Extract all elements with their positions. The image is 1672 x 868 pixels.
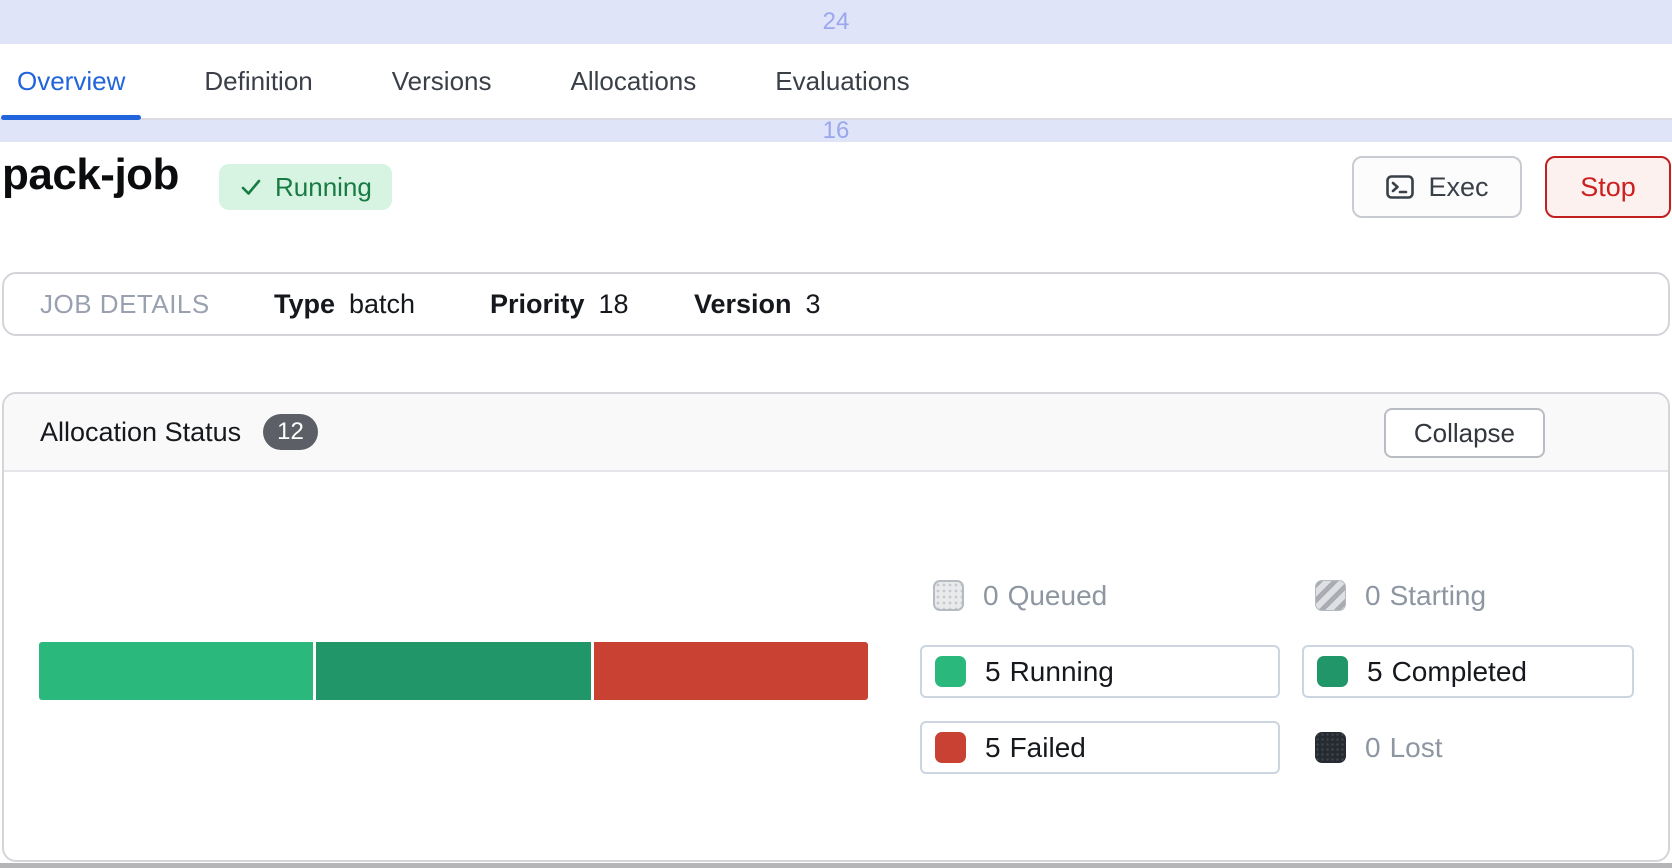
page-title: pack-job <box>2 150 179 199</box>
allocation-status-header: Allocation Status 12 Collapse <box>4 394 1668 472</box>
tab-allocations[interactable]: Allocations <box>570 65 697 96</box>
check-icon <box>241 179 261 195</box>
legend-item-queued: 0 Queued <box>920 569 1280 622</box>
allocation-status-panel: Allocation Status 12 Collapse 0 Queued 0… <box>2 392 1670 862</box>
bar-segment-failed[interactable] <box>593 642 868 700</box>
job-details-panel: JOB DETAILS Type batch Priority 18 Versi… <box>2 272 1670 336</box>
tab-overview[interactable]: Overview <box>1 44 142 120</box>
allocation-status-title: Allocation Status <box>40 416 242 447</box>
status-badge: Running <box>219 164 392 210</box>
bottom-edge-line <box>0 863 1672 868</box>
queued-swatch-icon <box>933 580 964 611</box>
spacing-overlay-16: 16 <box>0 117 1672 144</box>
job-details-section-label: JOB DETAILS <box>40 288 210 319</box>
allocation-legend: 0 Queued 0 Starting 5 Running 5 Complete… <box>920 569 1634 774</box>
exec-button-label: Exec <box>1428 171 1489 202</box>
job-detail-type: Type batch <box>274 288 416 319</box>
legend-item-lost: 0 Lost <box>1302 721 1634 774</box>
job-detail-priority: Priority 18 <box>490 288 629 319</box>
legend-item-failed[interactable]: 5 Failed <box>920 721 1280 774</box>
bar-segment-running[interactable] <box>39 642 314 700</box>
terminal-icon <box>1386 175 1415 199</box>
spacing-overlay-24: 24 <box>0 0 1672 44</box>
status-badge-label: Running <box>275 171 372 202</box>
completed-swatch-icon <box>1317 656 1348 687</box>
tab-versions[interactable]: Versions <box>391 65 492 96</box>
legend-item-starting: 0 Starting <box>1302 569 1634 622</box>
exec-button[interactable]: Exec <box>1352 156 1522 218</box>
tab-definition[interactable]: Definition <box>204 65 313 96</box>
legend-item-completed[interactable]: 5 Completed <box>1302 645 1634 698</box>
spacing-value: 16 <box>822 117 850 144</box>
allocation-bar <box>39 642 868 700</box>
allocation-count-badge: 12 <box>263 414 318 450</box>
collapse-button[interactable]: Collapse <box>1383 408 1545 458</box>
starting-swatch-icon <box>1315 580 1346 611</box>
spacing-value: 24 <box>822 8 850 35</box>
running-swatch-icon <box>935 656 966 687</box>
legend-item-running[interactable]: 5 Running <box>920 645 1280 698</box>
failed-swatch-icon <box>935 732 966 763</box>
stop-button-label: Stop <box>1580 171 1636 202</box>
job-detail-version: Version 3 <box>694 288 821 319</box>
tab-evaluations[interactable]: Evaluations <box>775 65 910 96</box>
lost-swatch-icon <box>1315 732 1346 763</box>
bar-segment-completed[interactable] <box>316 642 591 700</box>
stop-button[interactable]: Stop <box>1545 156 1671 218</box>
job-tabbar: Overview Definition Versions Allocations… <box>0 44 1672 120</box>
collapse-button-label: Collapse <box>1413 417 1515 448</box>
